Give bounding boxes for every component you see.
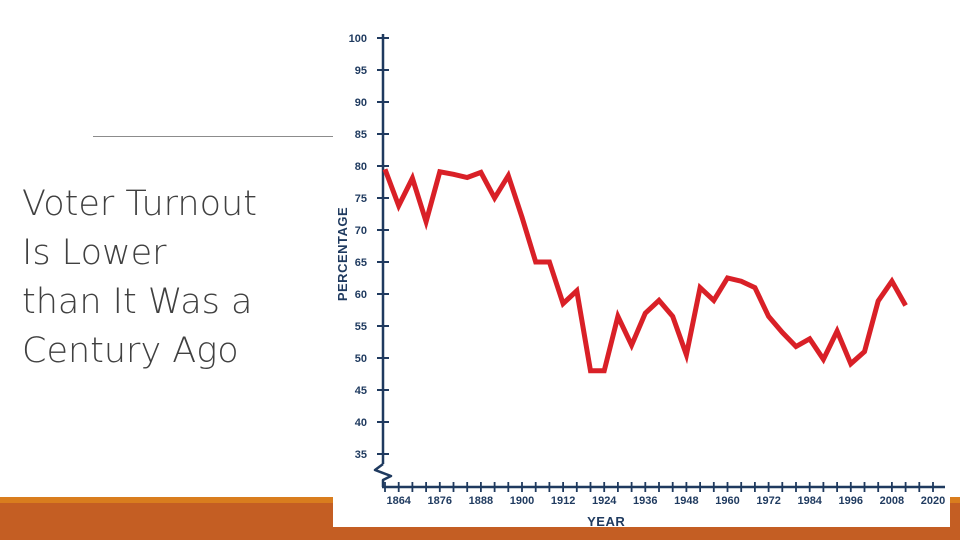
y-tick-label: 65: [355, 257, 367, 269]
x-tick-label: 1864: [386, 495, 411, 507]
x-tick-label: 1984: [797, 495, 822, 507]
y-axis-title: PERCENTAGE: [335, 207, 350, 301]
y-tick-label: 60: [355, 289, 367, 301]
x-tick-label: 1912: [551, 495, 575, 507]
y-tick-label: 85: [355, 129, 367, 141]
x-tick-label: 1876: [428, 495, 452, 507]
y-tick-label: 90: [355, 97, 367, 109]
slide-title-line: Is Lower: [22, 233, 167, 273]
y-tick-label: 75: [355, 193, 367, 205]
y-tick-label: 70: [355, 225, 367, 237]
x-tick-label: 1960: [715, 495, 739, 507]
slide-title-line: Voter Turnout: [22, 184, 257, 224]
voter-turnout-chart: 35 40 45 50 55 60 65 70 75 80 85 90 95 100 1864 1876 188…: [335, 33, 946, 527]
turnout-series-line: [382, 168, 908, 374]
x-tick-label: 2020: [921, 495, 945, 507]
x-axis-title: YEAR: [587, 514, 625, 527]
x-tick-label: 1924: [592, 495, 617, 507]
x-tick-label: 1936: [633, 495, 657, 507]
x-tick-label: 2008: [880, 495, 904, 507]
y-tick-label: 35: [355, 449, 367, 461]
slide-title-line: Century Ago: [22, 331, 239, 371]
y-tick-label: 100: [349, 33, 367, 45]
x-tick-label: 1996: [839, 495, 863, 507]
x-tick-label: 1972: [756, 495, 780, 507]
y-tick-label: 45: [355, 385, 367, 397]
slide-title: Voter Turnout Is Lower than It Was a Cen…: [22, 180, 322, 376]
x-tick-label: 1888: [469, 495, 493, 507]
x-tick-label: 1948: [674, 495, 698, 507]
chart-series: [382, 168, 908, 374]
y-tick-label: 95: [355, 65, 367, 77]
chart-panel: 35 40 45 50 55 60 65 70 75 80 85 90 95 100 1864 1876 188…: [333, 28, 950, 527]
axis-break: [373, 463, 393, 487]
title-divider: [93, 136, 333, 137]
slide-title-line: than It Was a: [22, 282, 253, 322]
y-tick-label: 80: [355, 161, 367, 173]
y-tick-label: 40: [355, 417, 367, 429]
chart-axes: 35 40 45 50 55 60 65 70 75 80 85 90 95 100 1864 1876 188…: [349, 33, 946, 507]
y-tick-label: 50: [355, 353, 367, 365]
y-tick-label: 55: [355, 321, 367, 333]
x-tick-label: 1900: [510, 495, 534, 507]
